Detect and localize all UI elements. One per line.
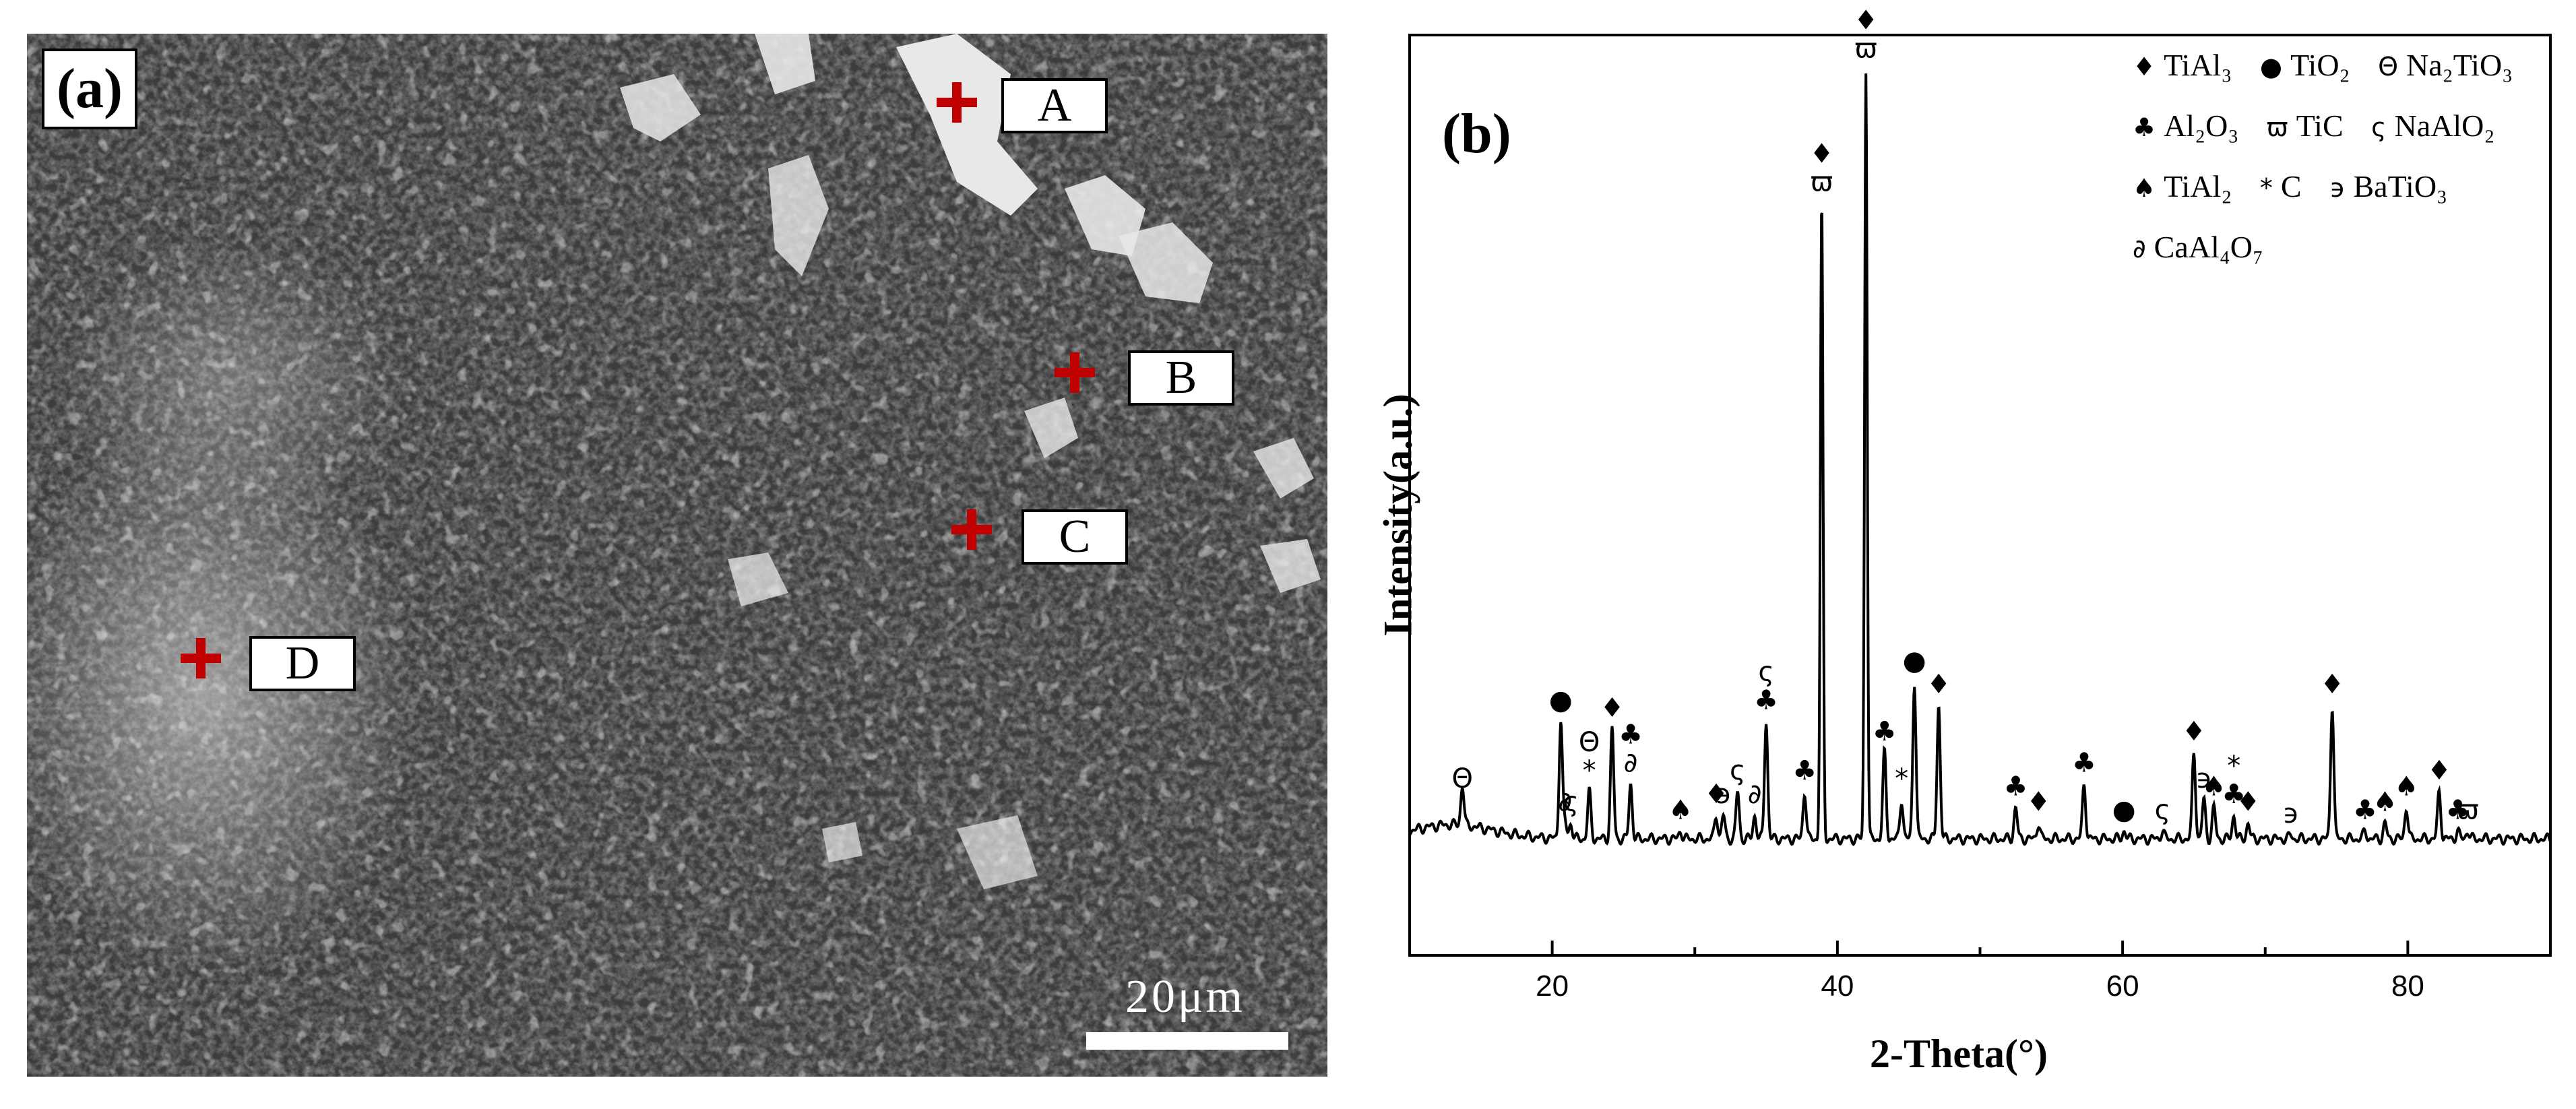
peak-marker: ∂ <box>1748 779 1762 810</box>
peak-marker: ♦ <box>2026 787 2050 818</box>
peak-marker: ♣ <box>1873 716 1897 747</box>
point-marker-c <box>951 509 992 550</box>
scale-bar-label: 20μm <box>1125 971 1245 1023</box>
xrd-chart-panel: 20 40 60 80 Θ ● ∂ ς * Θ ♦ ∂ ♣ ♠ ♦ ϶ ς ∂ ♣ ς ♣ ϖ ♦ ϖ ♦ ♣ * ● ♦ ♣ ♦ ♣ ● ς ♦… <box>1331 0 2576 1109</box>
peak-marker: * <box>1583 755 1596 786</box>
peak-marker: ϶ <box>2283 798 2300 829</box>
peak-marker: ● <box>1549 685 1573 716</box>
peak-marker: ♦ <box>2320 669 2344 700</box>
peak-marker: * <box>2227 751 2240 782</box>
peak-marker: ♣ <box>2003 771 2028 802</box>
peak-marker: ♠ <box>2202 771 2226 802</box>
peak-marker: ς <box>1758 656 1773 687</box>
legend-item-al2o3: ♣ Al₂O₃ <box>2133 108 2239 143</box>
legend-item-c: * C <box>2259 169 2302 203</box>
x-tick-label: 60 <box>2106 970 2139 1003</box>
panel-b-label: (b) <box>1442 102 1511 165</box>
sem-micrograph-image <box>27 34 1327 1077</box>
peak-marker: ♣ <box>1792 755 1817 786</box>
peak-marker: ♦ <box>2236 787 2260 818</box>
legend-item-na2tio3: Θ Na₂TiO₃ <box>2378 48 2513 82</box>
point-label-d: D <box>249 636 356 691</box>
peak-marker: ♣ <box>2446 794 2470 825</box>
peak-marker: ♦ <box>1704 779 1728 810</box>
legend-item-tic: ϖ TiC <box>2266 108 2344 143</box>
peak-marker: ● <box>2112 794 2136 825</box>
peak-marker: ϖ <box>1854 33 1877 64</box>
point-label-a: A <box>1001 78 1108 133</box>
peak-marker: ♣ <box>2072 747 2096 778</box>
point-marker-a <box>937 82 977 123</box>
peak-marker: ♣ <box>2353 794 2377 825</box>
peak-marker: ♦ <box>1926 669 1951 700</box>
peak-marker: ♦ <box>1854 5 1878 36</box>
peak-marker: ♦ <box>1810 138 1834 169</box>
peak-marker: ♣ <box>1619 719 1643 750</box>
peak-marker: ∂ <box>1624 747 1638 778</box>
peak-marker: ϶ <box>2195 763 2212 794</box>
peak-marker: ϖ <box>2457 794 2480 825</box>
legend-item-caal4o7: ∂ CaAl₄O₇ <box>2133 230 2264 264</box>
legend-item-naalo2: ς NaAlO₂ <box>2371 108 2495 143</box>
peak-marker: ♠ <box>2394 771 2418 802</box>
x-tick-label: 80 <box>2391 970 2424 1003</box>
x-tick-label: 40 <box>1821 970 1854 1003</box>
point-marker-d <box>181 638 221 678</box>
peak-marker: ♦ <box>1600 693 1625 724</box>
xrd-chart: 20 40 60 80 Θ●∂ς*Θ♦∂♣♠♦϶ς∂♣ς♣ϖ♦ϖ♦♣*●♦♣♦♣● ς♦… <box>1408 5 2552 1003</box>
scale-bar <box>1086 1032 1288 1050</box>
peak-marker: ♦ <box>2427 755 2451 786</box>
peak-marker: ♠ <box>2373 787 2397 818</box>
panel-a-label: (a) <box>42 49 137 129</box>
legend-item-tial2: ♠ TiAl₂ <box>2133 169 2232 203</box>
x-axis-label: 2-Theta(°) <box>1870 1032 2048 1076</box>
peak-marker: ♠ <box>1668 794 1693 825</box>
peak-marker: ♦ <box>2182 716 2206 747</box>
peak-marker: Θ <box>1579 727 1600 758</box>
peak-marker: ● <box>1903 645 1926 676</box>
peak-marker: Θ <box>1452 763 1473 794</box>
peak-marker: ϖ <box>1811 166 1833 197</box>
peak-marker: ϶ <box>1715 779 1732 810</box>
legend-item-batio3: ϶ BaTiO₃ <box>2329 169 2448 203</box>
peak-marker: ς <box>1730 755 1745 786</box>
y-axis-label: Intensity(a.u.) <box>1375 393 1420 637</box>
peak-marker: ς <box>2155 794 2170 825</box>
sem-micrograph-panel: (a) A B C D 20μm <box>27 34 1327 1077</box>
point-marker-b <box>1055 352 1095 393</box>
peak-marker: ♣ <box>1754 685 1778 716</box>
peak-marker: ∂ <box>1558 787 1572 818</box>
legend-item-tial3: ♦ TiAl₃ <box>2133 48 2232 82</box>
peak-marker: ♣ <box>2222 779 2246 810</box>
peak-marker: * <box>1895 763 1908 794</box>
xrd-pattern-line <box>1408 73 2552 846</box>
point-label-b: B <box>1128 350 1234 406</box>
peak-marker: ς <box>1563 787 1578 818</box>
legend-item-tio2: ● TiO₂ <box>2259 48 2350 82</box>
point-label-c: C <box>1022 509 1128 565</box>
x-tick-label: 20 <box>1536 970 1569 1003</box>
